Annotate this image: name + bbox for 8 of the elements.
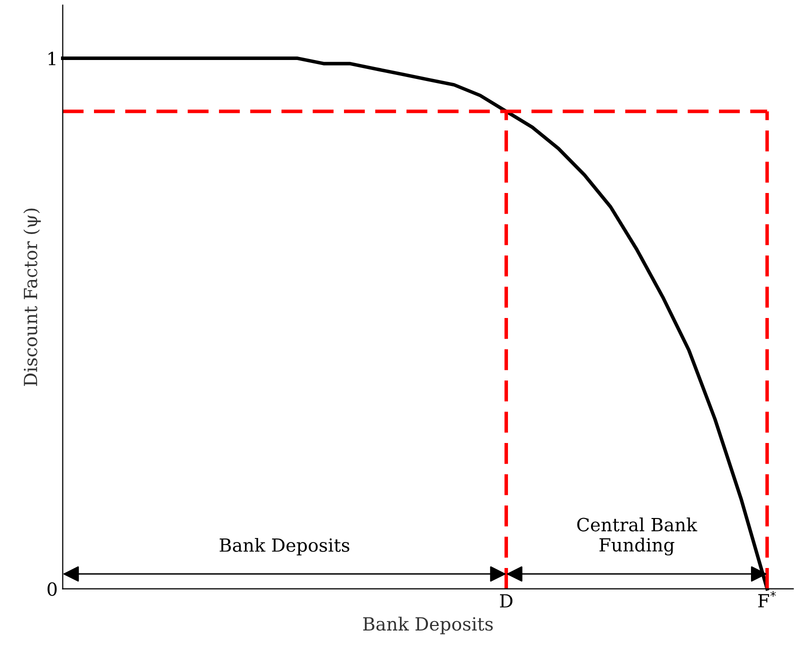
y-tick-label: 1 <box>48 52 56 66</box>
y-tick-label: 0 <box>48 582 57 596</box>
annotation: Bank Deposits <box>220 538 350 556</box>
x-axis-title: Bank Deposits <box>363 616 493 634</box>
y-axis-title: Discount Factor (ψ) <box>23 208 41 386</box>
x-tick-label: D <box>500 594 512 608</box>
x-tick-label: F$^{*}$ <box>758 590 776 608</box>
annotation: Central Bank Funding <box>577 517 698 556</box>
